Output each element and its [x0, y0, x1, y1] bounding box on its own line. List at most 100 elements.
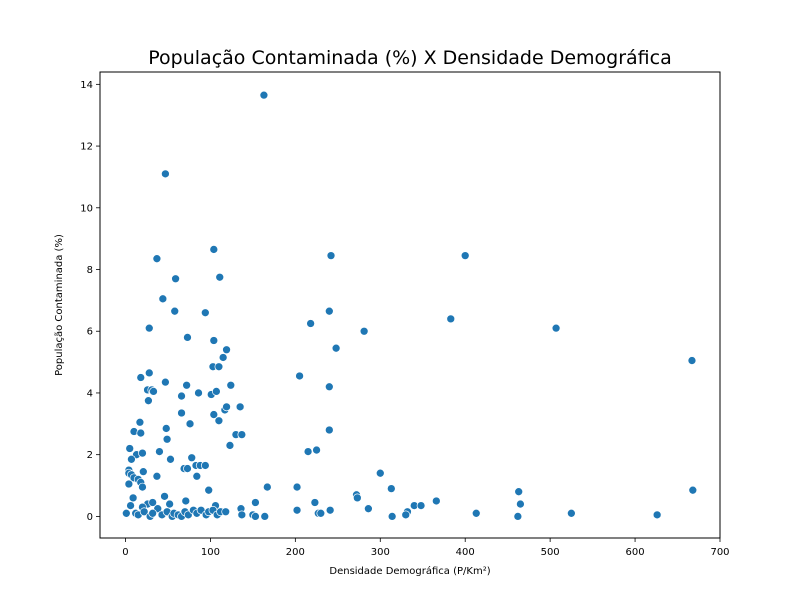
data-point	[149, 387, 158, 396]
data-point	[375, 468, 385, 478]
data-point	[124, 479, 134, 489]
data-point	[387, 512, 397, 521]
data-point	[687, 356, 697, 365]
data-point	[136, 428, 146, 438]
data-point	[161, 169, 170, 179]
data-point	[135, 417, 145, 427]
data-point	[292, 482, 302, 492]
data-point	[138, 448, 147, 458]
x-tick-label: 400	[456, 547, 475, 558]
x-tick-label: 500	[541, 547, 560, 558]
data-point	[295, 371, 304, 381]
data-point	[215, 272, 225, 282]
data-point	[121, 508, 131, 518]
data-point	[187, 453, 197, 463]
data-point	[158, 294, 168, 304]
data-point	[209, 410, 219, 419]
data-point	[359, 326, 369, 336]
data-point	[165, 499, 174, 509]
data-point	[171, 274, 180, 284]
data-point	[225, 441, 235, 450]
data-point	[652, 510, 662, 520]
data-point	[181, 496, 191, 506]
data-point	[364, 504, 373, 514]
x-tick-label: 700	[710, 547, 729, 558]
points-layer	[121, 90, 698, 521]
data-point	[204, 485, 214, 495]
data-point	[310, 498, 320, 507]
x-tick-label: 200	[286, 547, 305, 558]
data-point	[144, 396, 153, 406]
data-point	[471, 508, 481, 518]
data-point	[183, 464, 192, 473]
data-point	[513, 512, 523, 521]
data-point	[237, 510, 247, 520]
data-point	[144, 323, 154, 333]
data-point	[431, 496, 441, 506]
data-point	[182, 380, 191, 390]
data-point	[352, 493, 362, 503]
x-tick-label: 300	[371, 547, 390, 558]
data-point	[446, 314, 456, 324]
data-point	[161, 424, 171, 433]
data-point	[127, 454, 136, 464]
data-point	[514, 487, 524, 497]
y-tick-label: 0	[87, 512, 93, 523]
data-point	[136, 373, 146, 382]
data-point	[688, 485, 698, 495]
data-point	[209, 245, 219, 254]
plot-frame	[99, 71, 721, 539]
data-point	[226, 380, 236, 390]
data-point	[222, 345, 231, 355]
data-point	[214, 362, 224, 372]
chart-title: População Contaminada (%) X Densidade De…	[148, 47, 671, 69]
data-point	[170, 306, 180, 316]
data-point	[148, 508, 158, 518]
data-point	[259, 90, 269, 100]
data-point	[516, 499, 525, 509]
data-point	[183, 333, 192, 342]
data-point	[316, 508, 326, 518]
data-point	[324, 425, 334, 435]
data-point	[125, 444, 135, 453]
data-point	[221, 507, 231, 517]
data-point	[567, 508, 576, 518]
data-point	[155, 447, 164, 456]
data-point	[237, 430, 247, 439]
data-point	[218, 353, 228, 362]
data-point	[312, 445, 321, 455]
data-point	[331, 343, 341, 353]
y-tick-label: 6	[87, 327, 93, 338]
y-tick-label: 14	[80, 80, 93, 91]
data-point	[251, 512, 260, 521]
x-tick-label: 0	[122, 547, 128, 558]
data-point	[262, 482, 272, 492]
data-point	[212, 387, 221, 396]
data-point	[162, 434, 172, 444]
y-tick-label: 12	[80, 142, 93, 153]
data-point	[138, 482, 147, 492]
data-point	[160, 491, 169, 501]
data-point	[306, 319, 315, 328]
data-point	[326, 251, 336, 260]
data-point	[152, 254, 162, 264]
data-point	[161, 377, 170, 387]
data-point	[209, 336, 219, 345]
data-point	[144, 368, 154, 378]
data-point	[139, 507, 149, 517]
data-point	[401, 510, 411, 520]
data-point	[200, 308, 210, 318]
data-point	[214, 416, 224, 426]
data-point	[416, 501, 426, 510]
data-point	[551, 323, 561, 333]
data-point	[324, 306, 334, 316]
data-point	[303, 447, 313, 456]
data-point	[251, 498, 260, 507]
data-point	[148, 498, 158, 507]
y-tick-label: 8	[87, 265, 93, 276]
data-point	[460, 251, 470, 260]
data-point	[386, 484, 396, 493]
data-point	[138, 467, 148, 476]
data-point	[126, 501, 135, 510]
